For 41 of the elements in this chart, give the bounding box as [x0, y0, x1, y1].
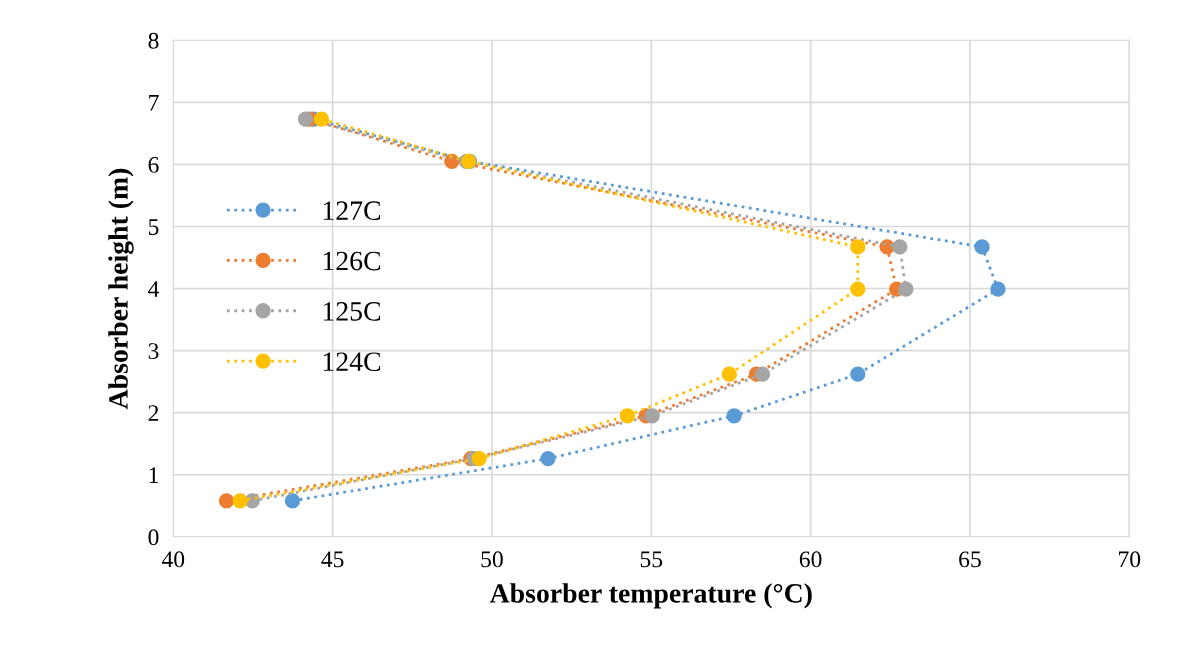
legend-label: 127C [323, 201, 381, 221]
y-axis-title: Absorber height (m) [108, 168, 134, 410]
point [990, 281, 1006, 297]
point [726, 408, 742, 424]
y-tick-label: 8 [148, 32, 159, 49]
x-tick-label: 40 [161, 551, 185, 568]
x-tick-label: 60 [799, 551, 822, 568]
point [850, 366, 866, 382]
y-tick-label: 6 [148, 156, 159, 173]
y-tick-label: 4 [148, 281, 160, 297]
y-tick-label: 7 [149, 95, 159, 111]
x-axis-title: Absorber temperature (°C) [489, 583, 812, 609]
y-tick-label: 5 [148, 219, 159, 235]
point [471, 450, 487, 467]
point [540, 450, 556, 467]
x-tick-label: 55 [640, 551, 663, 568]
point [644, 408, 660, 424]
point [850, 239, 866, 255]
y-tick-label: 1 [149, 467, 158, 483]
x-tick-label: 65 [959, 551, 981, 568]
point [218, 493, 235, 509]
point [619, 408, 636, 424]
point [974, 239, 990, 255]
legend-label: 125C [323, 302, 381, 321]
point [892, 239, 908, 255]
point [313, 111, 330, 127]
point [754, 366, 771, 382]
y-tick-label: 3 [148, 343, 159, 360]
x-tick-label: 45 [321, 551, 344, 568]
x-tick-label: 50 [481, 551, 503, 568]
point [850, 281, 866, 297]
point [232, 493, 248, 509]
legend-label: 126C [323, 251, 381, 271]
y-tick-label: 0 [148, 529, 159, 546]
point [898, 281, 914, 297]
point [721, 366, 737, 382]
legend-label: 124C [323, 352, 381, 372]
point [284, 493, 301, 509]
y-tick-label: 2 [148, 405, 159, 421]
point [297, 111, 314, 127]
x-tick-label: 70 [1119, 551, 1141, 568]
